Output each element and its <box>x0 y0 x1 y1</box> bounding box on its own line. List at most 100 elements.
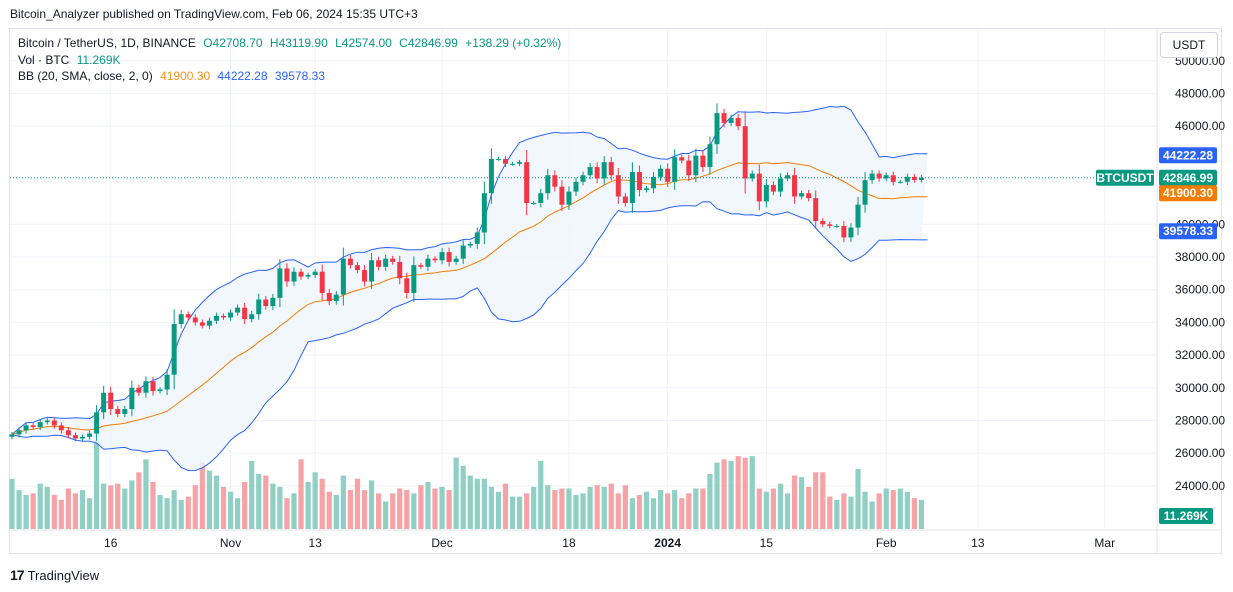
legend-close: C42846.99 <box>399 36 458 50</box>
candle <box>756 164 762 211</box>
candle <box>651 172 657 194</box>
candle <box>30 423 36 430</box>
volume-bar <box>665 493 671 529</box>
volume-bar <box>185 496 191 529</box>
candle <box>192 314 198 326</box>
volume-bar <box>883 488 889 529</box>
candle <box>587 163 593 180</box>
y-tick-label: 36000.00 <box>1175 283 1225 297</box>
volume-bar <box>587 486 593 529</box>
volume-bar <box>841 493 847 529</box>
candle <box>615 167 621 204</box>
volume-bar <box>813 472 819 529</box>
candle <box>404 272 410 299</box>
candle <box>897 179 903 184</box>
volume-bar <box>770 488 776 529</box>
volume-bar <box>749 456 755 529</box>
candles <box>9 103 924 442</box>
candle <box>101 385 107 420</box>
volume-bar <box>178 499 184 529</box>
published-by-text: Bitcoin_Analyzer published on TradingVie… <box>10 7 418 21</box>
volume-bar <box>629 498 635 529</box>
volume-bar <box>439 486 445 529</box>
volume-bar <box>326 491 332 529</box>
candle <box>622 192 628 207</box>
candle <box>270 293 276 311</box>
volume-bar <box>249 460 255 529</box>
currency-button[interactable]: USDT <box>1160 32 1218 58</box>
candle <box>51 417 57 429</box>
candle <box>890 171 896 186</box>
candle <box>763 179 769 208</box>
volume-bar <box>545 485 551 529</box>
candle <box>665 163 671 188</box>
candle <box>122 405 128 418</box>
candle <box>460 240 466 264</box>
volume-bar <box>284 498 290 529</box>
legend-bb-label[interactable]: BB (20, SMA, close, 2, 0) <box>18 69 153 83</box>
volume-bar <box>390 493 396 529</box>
candle <box>785 172 790 182</box>
volume-bar <box>693 488 699 529</box>
volume-bar <box>742 457 748 529</box>
candle <box>9 431 15 440</box>
candle <box>16 427 22 438</box>
candle <box>305 272 311 279</box>
candle <box>594 162 600 184</box>
legend-volume-label[interactable]: Vol · BTC <box>18 52 70 67</box>
candle <box>792 167 798 204</box>
candle <box>679 154 685 164</box>
candle <box>693 148 699 183</box>
legend-symbol[interactable]: Bitcoin / TetherUS, 1D, BINANCE <box>18 36 196 50</box>
legend-change: +138.29 (+0.32%) <box>465 36 562 50</box>
volume-bar <box>509 496 516 529</box>
candle <box>340 247 346 306</box>
volume-bar <box>481 478 487 529</box>
volume-bar <box>460 465 466 529</box>
volume-bar <box>30 493 36 529</box>
candle <box>686 154 692 181</box>
volume-bar <box>827 496 833 529</box>
volume-bar <box>263 475 269 529</box>
price-tag-text: BTCUSDT <box>1096 171 1154 185</box>
volume-bar <box>101 483 107 529</box>
y-tick-label: 26000.00 <box>1175 446 1225 460</box>
volume-bar <box>721 459 727 529</box>
y-tick-label: 32000.00 <box>1175 348 1225 362</box>
volume-bar <box>495 491 502 529</box>
volume-bar <box>700 488 706 529</box>
volume-bar <box>9 478 15 529</box>
volume-bar <box>94 439 100 529</box>
volume-bar <box>108 485 114 529</box>
volume-bar <box>566 488 572 529</box>
legend-bb-upper: 44222.28 <box>217 69 268 83</box>
volume-bar <box>340 475 346 529</box>
volume-bar <box>820 472 826 529</box>
legend-low-value: L42574.00 <box>335 36 392 50</box>
candle <box>827 221 833 229</box>
price-tag-bb_basis: 41900.30 <box>1159 185 1217 202</box>
candle <box>72 432 78 442</box>
volume-bar <box>538 460 544 529</box>
candle <box>65 427 71 439</box>
volume-bar <box>615 493 621 529</box>
volume-tag: 11.269K <box>1159 508 1213 524</box>
volume-bar <box>488 486 494 529</box>
legend-bb-row: BB (20, SMA, close, 2, 0) 41900.30 44222… <box>18 68 561 85</box>
candle <box>37 418 43 431</box>
volume-bar <box>636 494 643 529</box>
volume-bar <box>784 493 791 529</box>
volume-bar <box>16 490 22 529</box>
volume-bar <box>383 501 389 529</box>
volume-bar <box>122 488 128 529</box>
candle <box>770 181 776 196</box>
volume-bar <box>157 494 163 529</box>
candle <box>206 317 212 329</box>
volume-bar <box>453 457 459 529</box>
candle <box>834 223 840 228</box>
candle <box>199 319 205 329</box>
candle <box>185 311 191 321</box>
candle <box>714 103 720 154</box>
volume-bar <box>918 499 925 529</box>
